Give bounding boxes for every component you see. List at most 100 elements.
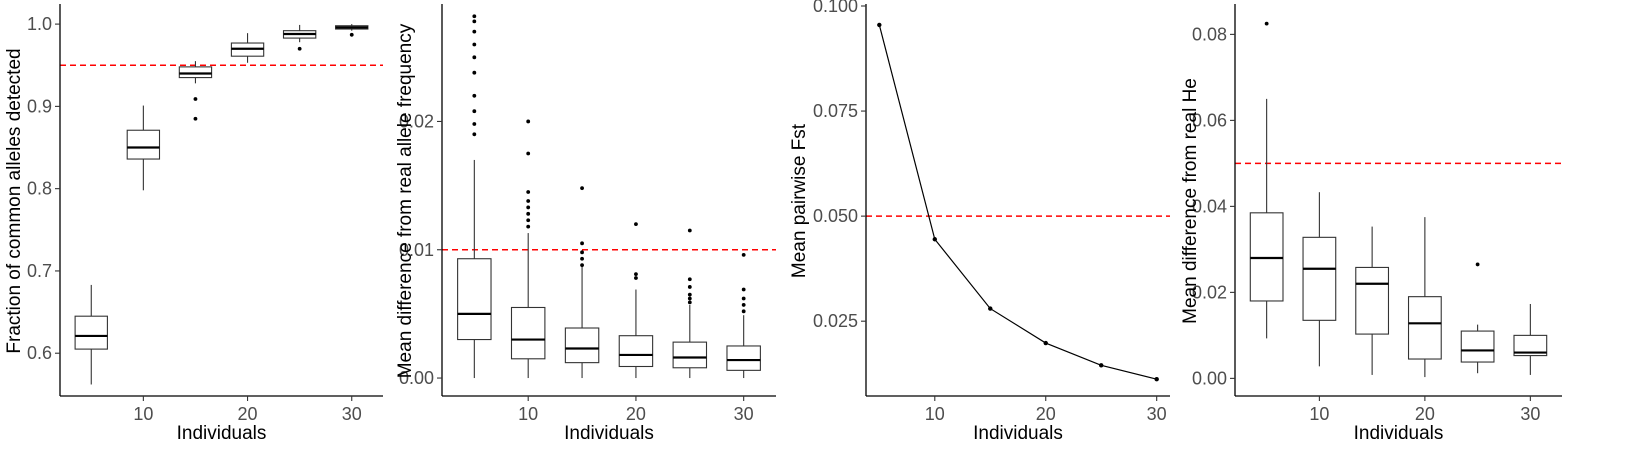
box-body — [1513, 334, 1548, 357]
outlier-point — [1475, 262, 1480, 267]
box-body — [1355, 266, 1390, 335]
y-tick-label: 0.02 — [399, 111, 434, 131]
series-line — [878, 24, 1157, 380]
outlier-point — [526, 218, 531, 223]
y-tick-label: 0.06 — [1192, 110, 1227, 130]
box-15 — [1355, 226, 1390, 375]
data-point — [1099, 363, 1104, 368]
x-tick-label: 30 — [342, 404, 362, 424]
box-body — [726, 345, 761, 371]
y-tick-label: 1.0 — [27, 14, 52, 34]
box-10 — [510, 119, 546, 379]
outlier-point — [472, 122, 477, 126]
box-20 — [230, 33, 265, 63]
data-point — [988, 306, 993, 311]
y-tick-label: 0.025 — [813, 311, 858, 331]
x-axis-title: Individuals — [564, 423, 654, 444]
outlier-point — [741, 252, 746, 257]
y-tick-label: 0.00 — [1192, 368, 1227, 388]
outlier-point — [349, 32, 354, 37]
x-tick-label: 20 — [626, 404, 646, 424]
outlier-point — [472, 29, 477, 34]
box-15 — [564, 186, 600, 379]
outlier-point — [297, 46, 302, 51]
outlier-point — [741, 296, 746, 301]
outlier-point — [526, 199, 531, 203]
box-10 — [126, 105, 161, 191]
outlier-point — [687, 285, 692, 289]
outlier-point — [526, 151, 531, 156]
outlier-point — [526, 224, 531, 229]
x-axis-title: Individuals — [973, 423, 1063, 444]
outlier-point — [687, 228, 692, 233]
y-tick-label: 0.01 — [399, 240, 434, 260]
x-tick-label: 10 — [518, 404, 538, 424]
y-tick-label: 0.8 — [27, 179, 52, 199]
outlier-point — [687, 277, 692, 282]
box-body — [564, 327, 600, 364]
x-tick-label: 20 — [1036, 404, 1056, 424]
box-25 — [1460, 262, 1495, 374]
outlier-point — [580, 250, 584, 255]
box-body — [1302, 236, 1337, 321]
outlier-point — [741, 309, 746, 314]
outlier-point — [472, 42, 477, 47]
box-20 — [618, 222, 654, 379]
outlier-point — [580, 186, 584, 191]
y-tick-label: 0.08 — [1192, 24, 1227, 44]
box-body — [1407, 296, 1442, 360]
y-tick-label: 0.02 — [1192, 282, 1227, 302]
x-axis-title: Individuals — [177, 423, 267, 444]
outlier-point — [741, 287, 746, 292]
y-tick-label: 0.04 — [1192, 196, 1227, 216]
box-5 — [457, 14, 492, 379]
data-point — [1154, 376, 1159, 382]
outlier-point — [687, 296, 692, 301]
x-tick-label: 10 — [1309, 404, 1329, 424]
box-30 — [1513, 303, 1548, 375]
outlier-point — [193, 116, 198, 121]
outlier-point — [526, 190, 531, 194]
y-tick-label: 0.7 — [27, 261, 52, 281]
x-tick-label: 20 — [1415, 404, 1435, 424]
box-20 — [1407, 217, 1442, 378]
x-tick-label: 10 — [133, 404, 153, 424]
y-tick-label: 0.075 — [813, 101, 858, 121]
y-axis-title: Mean difference from real He — [1180, 78, 1201, 324]
outlier-point — [193, 97, 198, 101]
x-tick-label: 30 — [1147, 404, 1167, 424]
y-tick-label: 0.100 — [813, 0, 858, 16]
x-axis-title: Individuals — [1354, 423, 1444, 444]
outlier-point — [526, 119, 531, 124]
box-body — [457, 258, 492, 341]
y-tick-label: 0.6 — [27, 343, 52, 363]
y-axis-title: Mean difference from real allele frequen… — [395, 23, 416, 378]
outlier-point — [472, 55, 477, 60]
box-30 — [335, 24, 369, 37]
box-30 — [726, 252, 761, 379]
outlier-point — [741, 303, 746, 307]
data-point — [877, 22, 882, 28]
outlier-point — [580, 263, 584, 268]
outlier-point — [472, 19, 477, 24]
outlier-point — [472, 93, 477, 98]
outlier-point — [634, 272, 638, 277]
x-tick-label: 20 — [238, 404, 258, 424]
outlier-point — [580, 256, 584, 261]
outlier-point — [580, 241, 584, 246]
y-axis-title: Fraction of common alleles detected — [4, 48, 25, 353]
outlier-point — [687, 300, 692, 305]
box-5 — [1249, 21, 1284, 339]
outlier-point — [472, 132, 477, 137]
box-15 — [178, 61, 213, 121]
box-body — [618, 335, 654, 368]
outlier-point — [472, 70, 477, 75]
outlier-point — [526, 211, 531, 216]
box-25 — [672, 228, 708, 379]
x-tick-label: 30 — [734, 404, 754, 424]
box-body — [126, 129, 161, 160]
box-body — [672, 341, 708, 369]
box-body — [74, 315, 108, 350]
chart-panel-4: 0.00 0.02 0.04 0.06 0.08 10 20 30 Individuals Mea… — [1180, 4, 1562, 444]
